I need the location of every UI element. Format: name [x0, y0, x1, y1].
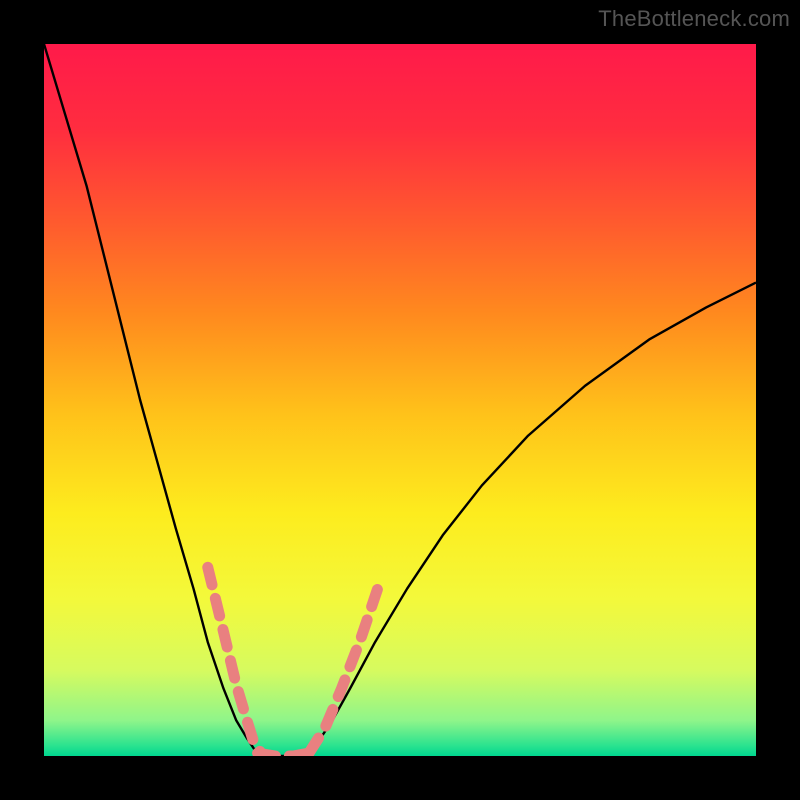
chart-container: TheBottleneck.com [0, 0, 800, 800]
plot-area [38, 38, 762, 762]
chart-svg [44, 44, 756, 756]
gradient-background [44, 44, 756, 756]
watermark-text: TheBottleneck.com [598, 6, 790, 32]
